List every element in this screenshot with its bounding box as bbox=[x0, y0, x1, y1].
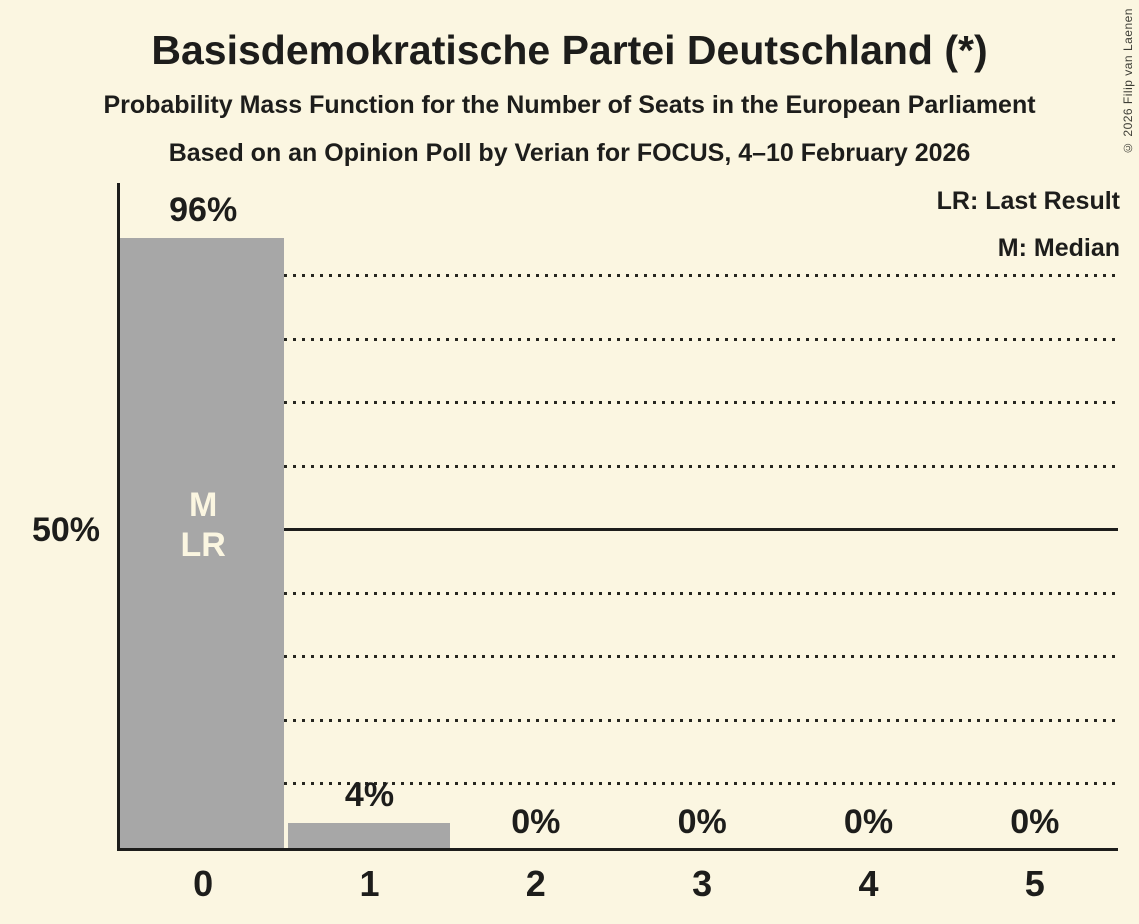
median-last-result-annotation: M LR bbox=[180, 486, 226, 564]
value-label-seats-0: 96% bbox=[169, 191, 238, 230]
bar-seats-0 bbox=[120, 238, 284, 848]
x-axis-tick-label-1: 1 bbox=[359, 863, 380, 904]
legend: LR: Last Result M: Median bbox=[937, 178, 1120, 272]
gridline-dotted-60 bbox=[122, 464, 1118, 468]
gridline-solid-50 bbox=[122, 528, 1118, 532]
chart-title: Basisdemokratische Partei Deutschland (*… bbox=[151, 27, 988, 73]
gridline-dotted-30 bbox=[122, 655, 1118, 659]
value-label-seats-1: 4% bbox=[344, 775, 395, 814]
y-axis-tick-label-50: 50% bbox=[31, 511, 100, 549]
chart-subtitle-poll-source: Based on an Opinion Poll by Verian for F… bbox=[168, 139, 971, 167]
legend-last-result: LR: Last Result bbox=[936, 187, 1120, 215]
x-axis-tick-labels: 0 1 2 3 4 5 bbox=[120, 862, 1118, 906]
x-axis-tick-label-0: 0 bbox=[193, 863, 214, 904]
gridline-dotted-70 bbox=[122, 401, 1118, 405]
gridline-dotted-80 bbox=[122, 337, 1118, 341]
bar-seats-1 bbox=[287, 822, 451, 848]
gridline-dotted-90 bbox=[122, 274, 1118, 278]
value-label-seats-3: 0% bbox=[677, 803, 727, 841]
x-axis-tick-label-2: 2 bbox=[525, 863, 546, 904]
copyright-notice: © 2026 Filip van Laenen bbox=[1121, 8, 1135, 155]
x-axis-tick-label-3: 3 bbox=[692, 863, 713, 904]
plot-area: 96% 4% 0% 0% 0% 0% M LR bbox=[117, 183, 1118, 851]
gridline-dotted-20 bbox=[122, 718, 1118, 722]
gridline-dotted-10 bbox=[122, 782, 1118, 786]
gridline-dotted-40 bbox=[122, 591, 1118, 595]
chart-subtitle-pmf: Probability Mass Function for the Number… bbox=[103, 91, 1036, 119]
value-label-seats-2: 0% bbox=[511, 803, 561, 841]
value-label-seats-4: 0% bbox=[843, 803, 894, 841]
value-label-seats-5: 0% bbox=[1010, 803, 1060, 841]
x-axis-tick-label-4: 4 bbox=[858, 863, 879, 904]
x-axis-tick-label-5: 5 bbox=[1024, 863, 1045, 904]
legend-median: M: Median bbox=[997, 234, 1120, 262]
